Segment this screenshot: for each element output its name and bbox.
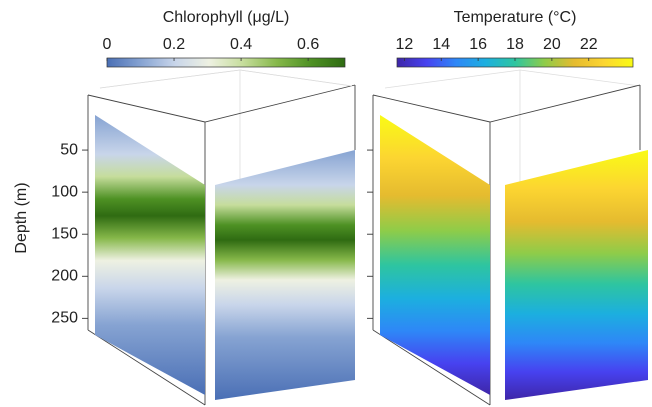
colorbar-title: Temperature (°C): [454, 9, 577, 26]
y-tick-label: 150: [51, 225, 78, 242]
colorbar-tick-label: 0.2: [163, 36, 185, 53]
curtain: [380, 115, 490, 395]
y-axis-label: Depth (m): [13, 182, 30, 253]
curtain: [95, 115, 205, 395]
y-tick-label: 50: [60, 141, 78, 158]
curtain: [215, 150, 355, 400]
y-tick-label: 200: [51, 267, 78, 284]
colorbar-tick-label: 0: [103, 36, 112, 53]
colorbar-tick-label: 0.4: [230, 36, 252, 53]
y-tick-label: 250: [51, 310, 78, 327]
y-tick-label: 100: [51, 183, 78, 200]
colorbar-tick-label: 16: [469, 36, 487, 53]
colorbar: [106, 57, 346, 68]
colorbar-tick-label: 20: [543, 36, 561, 53]
colorbar-tick-label: 22: [580, 36, 598, 53]
curtain: [505, 150, 648, 400]
colorbar-tick-label: 14: [432, 36, 450, 53]
colorbar-tick-label: 12: [395, 36, 413, 53]
colorbar-tick-label: 18: [506, 36, 524, 53]
colorbar-title: Chlorophyll (μg/L): [163, 9, 290, 26]
colorbar-tick-label: 0.6: [297, 36, 319, 53]
